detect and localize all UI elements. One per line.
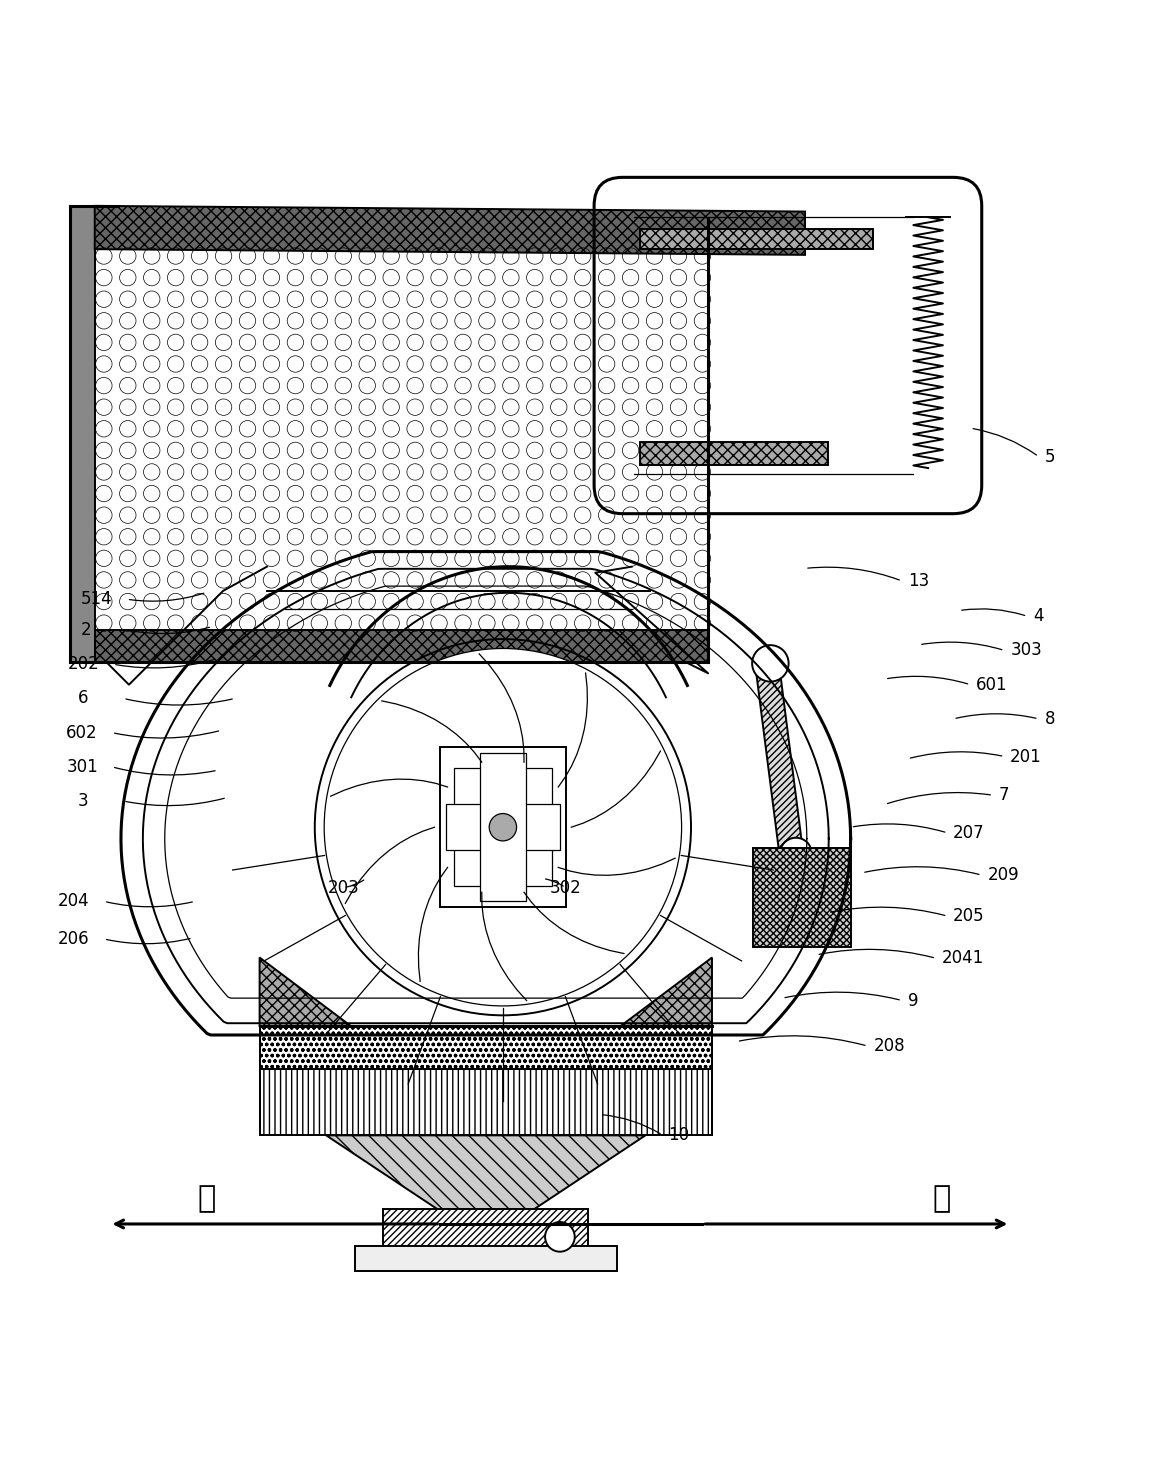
Text: 303: 303 <box>1010 642 1042 659</box>
Text: 208: 208 <box>874 1038 905 1055</box>
Polygon shape <box>440 748 565 907</box>
Circle shape <box>489 814 517 841</box>
Text: 后: 后 <box>932 1185 951 1213</box>
Text: 206: 206 <box>58 930 90 948</box>
Polygon shape <box>260 957 351 1026</box>
Polygon shape <box>383 1210 589 1245</box>
Text: 204: 204 <box>58 892 90 910</box>
Text: 205: 205 <box>953 907 984 924</box>
Text: 601: 601 <box>976 676 1007 693</box>
Polygon shape <box>445 804 560 849</box>
Polygon shape <box>95 206 805 255</box>
Text: 201: 201 <box>1010 748 1042 765</box>
Text: 202: 202 <box>67 655 99 673</box>
Text: 209: 209 <box>988 866 1019 885</box>
Polygon shape <box>755 658 804 858</box>
Polygon shape <box>354 1245 617 1270</box>
Text: 514: 514 <box>81 590 113 608</box>
Polygon shape <box>454 768 552 886</box>
Text: 13: 13 <box>908 573 929 590</box>
Text: 301: 301 <box>66 758 98 776</box>
Circle shape <box>780 838 812 870</box>
Text: 203: 203 <box>328 879 359 896</box>
Polygon shape <box>260 1026 712 1069</box>
Polygon shape <box>639 228 874 249</box>
Polygon shape <box>260 1069 712 1135</box>
Text: 6: 6 <box>77 689 88 708</box>
Polygon shape <box>752 848 850 946</box>
Text: 2: 2 <box>81 621 91 639</box>
Text: 8: 8 <box>1044 710 1055 727</box>
Polygon shape <box>621 957 712 1026</box>
Text: 10: 10 <box>668 1126 689 1144</box>
Polygon shape <box>95 630 709 662</box>
Text: 3: 3 <box>77 792 88 810</box>
Text: 207: 207 <box>953 824 984 842</box>
Text: 2041: 2041 <box>942 949 984 967</box>
Text: 4: 4 <box>1033 608 1043 626</box>
Polygon shape <box>480 754 526 901</box>
Circle shape <box>752 645 788 682</box>
Text: 602: 602 <box>66 724 98 742</box>
Circle shape <box>324 649 682 1005</box>
Text: 7: 7 <box>999 786 1010 804</box>
Polygon shape <box>69 206 95 662</box>
Polygon shape <box>327 1135 645 1210</box>
Text: 302: 302 <box>549 879 582 896</box>
Text: 9: 9 <box>908 992 919 1010</box>
Polygon shape <box>639 442 827 465</box>
Text: 前: 前 <box>197 1185 216 1213</box>
Circle shape <box>545 1222 575 1251</box>
Text: 5: 5 <box>1044 447 1055 465</box>
